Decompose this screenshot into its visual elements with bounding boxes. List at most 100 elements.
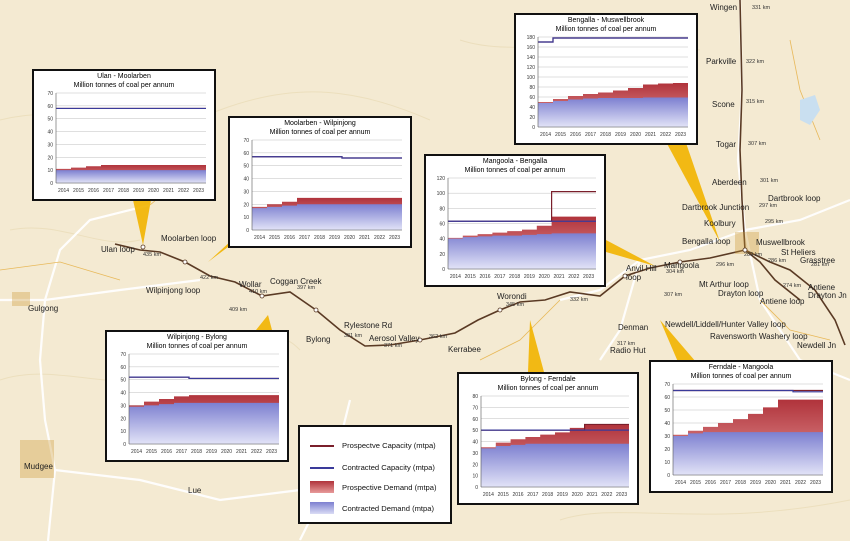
x-tick-label: 2019 bbox=[557, 492, 568, 498]
gulgong-urban-area bbox=[12, 292, 30, 306]
y-tick-label: 180 bbox=[527, 35, 536, 41]
km-label: 397 km bbox=[297, 285, 316, 291]
place-muswellbrook: Muswellbrook bbox=[756, 238, 805, 247]
y-tick-label: 20 bbox=[472, 462, 478, 468]
place-worondi: Worondi bbox=[497, 292, 527, 301]
x-tick-label: 2018 bbox=[509, 274, 520, 280]
callout-wilpinjong-bylong bbox=[256, 315, 272, 330]
series-contracted-capacity-line bbox=[538, 37, 688, 43]
y-tick-label: 160 bbox=[527, 45, 536, 51]
chart-svg: 0 20 40 60 80 100 120 140 160 180 2014 2015 2016 2017… bbox=[527, 35, 688, 138]
x-tick-label: 2016 bbox=[512, 492, 523, 498]
chart-subtitle: Million tonnes of coal per annum bbox=[269, 128, 371, 136]
chart-subtitle: Million tonnes of coal per annum bbox=[497, 384, 599, 392]
y-tick-label: 50 bbox=[120, 378, 126, 384]
y-tick-label: 70 bbox=[120, 352, 126, 358]
place-lue: Lue bbox=[188, 486, 202, 495]
x-tick-label: 2021 bbox=[586, 492, 597, 498]
place-bengalla-loop: Bengalla loop bbox=[682, 237, 731, 246]
series-contracted-demand-area bbox=[129, 402, 279, 444]
x-tick-label: 2023 bbox=[810, 480, 821, 486]
y-tick-label: 0 bbox=[475, 485, 478, 491]
km-label: 286 km bbox=[768, 258, 787, 264]
y-tick-label: 80 bbox=[472, 394, 478, 400]
km-label: 295 km bbox=[765, 219, 784, 225]
y-tick-label: 30 bbox=[243, 189, 249, 195]
y-tick-label: 0 bbox=[667, 473, 670, 479]
y-tick-label: 100 bbox=[437, 191, 446, 197]
y-tick-label: 30 bbox=[664, 434, 670, 440]
place-rylestone-rd: Rylestone Rd bbox=[344, 321, 393, 330]
legend-swatch-prospective-capacity bbox=[310, 445, 334, 447]
y-tick-label: 60 bbox=[472, 417, 478, 423]
y-tick-label: 30 bbox=[47, 142, 53, 148]
km-label: 422 km bbox=[200, 275, 219, 281]
km-label: 331 km bbox=[752, 5, 771, 11]
km-label: 435 km bbox=[143, 252, 162, 258]
place-ulan-loop: Ulan loop bbox=[101, 245, 135, 254]
chart-panel-mangoola-bengalla: Mangoola - Bengalla Million tonnes of co… bbox=[424, 154, 606, 287]
muswellbrook-urban-area bbox=[735, 232, 759, 254]
place-dartbrook-loop: Dartbrook loop bbox=[768, 194, 821, 203]
place-wollar: Wollar bbox=[239, 280, 262, 289]
place-kerrabee: Kerrabee bbox=[448, 345, 481, 354]
callout-mangoola-bengalla bbox=[606, 240, 655, 266]
x-tick-label: 2018 bbox=[735, 480, 746, 486]
chart-title: Bengalla - Muswellbrook bbox=[567, 17, 645, 24]
y-tick-label: 40 bbox=[47, 130, 53, 136]
legend-label: Contracted Demand (mtpa) bbox=[342, 504, 435, 513]
x-tick-label: 2015 bbox=[269, 235, 280, 241]
x-tick-label: 2016 bbox=[705, 480, 716, 486]
y-tick-label: 0 bbox=[123, 442, 126, 448]
x-tick-label: 2021 bbox=[359, 235, 370, 241]
x-tick-label: 2022 bbox=[795, 480, 806, 486]
series-contracted-demand-area bbox=[538, 97, 688, 127]
y-tick-label: 10 bbox=[120, 429, 126, 435]
y-tick-label: 70 bbox=[47, 91, 53, 97]
x-tick-label: 2016 bbox=[570, 132, 581, 138]
chart-subtitle: Million tonnes of coal per annum bbox=[73, 81, 175, 89]
y-tick-label: 70 bbox=[664, 382, 670, 388]
chart-title-block: Moolarben - Wilpinjong Million tonnes of… bbox=[230, 120, 410, 137]
y-tick-label: 20 bbox=[47, 155, 53, 161]
km-label: 296 km bbox=[716, 262, 735, 268]
water-body bbox=[800, 95, 820, 125]
x-tick-label: 2015 bbox=[465, 274, 476, 280]
y-tick-label: 40 bbox=[529, 105, 535, 111]
place-denman: Denman bbox=[618, 323, 649, 332]
x-tick-label: 2021 bbox=[780, 480, 791, 486]
x-tick-label: 2017 bbox=[494, 274, 505, 280]
km-label: 315 km bbox=[746, 99, 765, 105]
x-tick-label: 2023 bbox=[675, 132, 686, 138]
legend-label: Prospective Demand (mtpa) bbox=[342, 483, 437, 492]
x-tick-label: 2020 bbox=[344, 235, 355, 241]
y-tick-label: 20 bbox=[664, 447, 670, 453]
x-tick-label: 2022 bbox=[568, 274, 579, 280]
place-aberdeen: Aberdeen bbox=[712, 178, 747, 187]
x-tick-label: 2018 bbox=[314, 235, 325, 241]
x-tick-label: 2022 bbox=[601, 492, 612, 498]
callout-ulan-moolarben bbox=[133, 200, 151, 245]
x-tick-label: 2016 bbox=[479, 274, 490, 280]
y-tick-label: 20 bbox=[120, 416, 126, 422]
x-tick-label: 2015 bbox=[146, 449, 157, 455]
y-tick-label: 120 bbox=[437, 176, 446, 182]
x-tick-label: 2021 bbox=[645, 132, 656, 138]
y-tick-label: 80 bbox=[529, 85, 535, 91]
chart-panel-ulan-moolarben: Ulan - Moolarben Million tonnes of coal … bbox=[32, 69, 216, 201]
y-tick-label: 40 bbox=[439, 237, 445, 243]
place-wilpinjong-loop: Wilpinjong loop bbox=[146, 286, 201, 295]
chart-svg: 0 10 20 30 40 50 60 70 2014 2015 2016 2017 2018 2019 2… bbox=[47, 91, 206, 194]
x-tick-label: 2019 bbox=[750, 480, 761, 486]
km-label: 362 km bbox=[429, 334, 448, 340]
x-tick-label: 2016 bbox=[284, 235, 295, 241]
y-tick-label: 60 bbox=[439, 222, 445, 228]
y-tick-label: 80 bbox=[439, 206, 445, 212]
y-tick-label: 0 bbox=[442, 267, 445, 273]
x-tick-label: 2015 bbox=[555, 132, 566, 138]
chart-panel-bylong-ferndale: Bylong - Ferndale Million tonnes of coal… bbox=[457, 372, 639, 505]
x-tick-label: 2022 bbox=[374, 235, 385, 241]
x-tick-label: 2018 bbox=[600, 132, 611, 138]
place-scone: Scone bbox=[712, 100, 735, 109]
km-label: 371 km bbox=[384, 343, 403, 349]
